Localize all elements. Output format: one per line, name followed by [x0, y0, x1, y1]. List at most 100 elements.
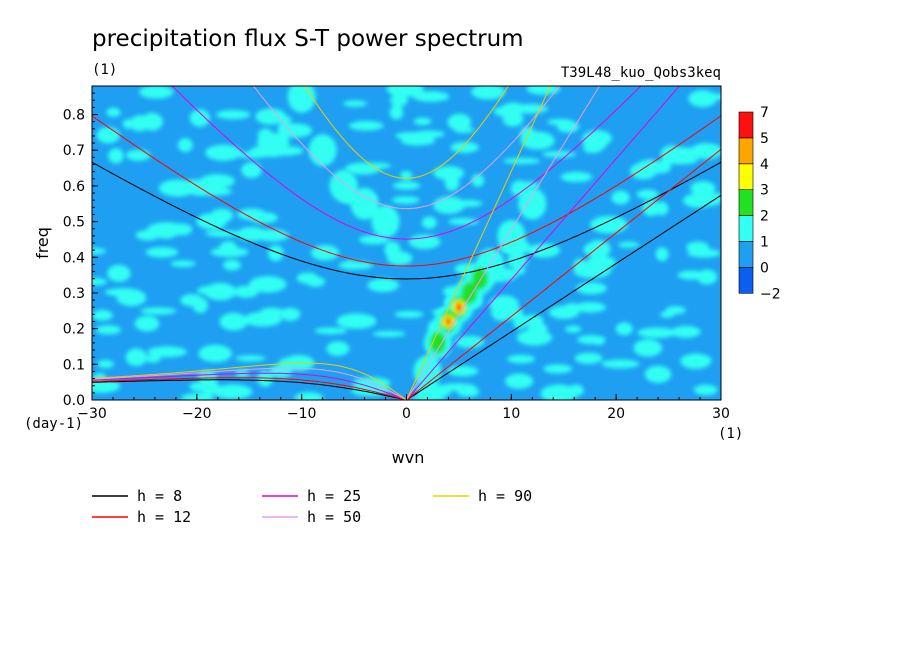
level-1-patch: [513, 314, 528, 330]
x-axis-ticks: −30 −20 −10 0 10 20 30: [77, 394, 730, 422]
level-1-patch: [471, 174, 485, 187]
colorbar-swatch: [738, 137, 754, 165]
level-1-patch: [243, 311, 282, 327]
level-1-patch: [181, 392, 215, 400]
colorbar-label: −2: [760, 286, 781, 302]
level-1-patch: [670, 325, 701, 338]
colorbar-swatch: [738, 267, 754, 294]
level-1-patch: [108, 148, 124, 164]
level-1-patch: [266, 114, 292, 124]
level-1-patch: [96, 126, 121, 144]
level-1-patch: [400, 170, 413, 181]
level-1-patch: [219, 241, 238, 257]
level-1-patch: [688, 90, 717, 108]
y-tick-label: 0.5: [63, 215, 85, 231]
x-tick-label: 0: [402, 406, 411, 422]
level-7-patch: [445, 317, 452, 326]
x-tick-label: 10: [502, 406, 520, 422]
level-1-patch: [629, 162, 657, 180]
level-1-patch: [560, 171, 593, 183]
level-1-patch: [412, 91, 450, 102]
level-1-patch: [189, 109, 211, 127]
y-axis-units: (day-1): [24, 416, 83, 432]
level-1-patch: [387, 251, 413, 266]
rossby-curve: [92, 377, 407, 400]
y-tick-label: 0.2: [63, 322, 85, 338]
inertia-gravity-curve: [304, 86, 509, 179]
level-1-patch: [454, 335, 485, 348]
level-1-patch: [527, 243, 561, 258]
level-1-patch: [189, 381, 215, 392]
level-1-patch: [590, 215, 628, 234]
level-1-patch: [367, 278, 400, 293]
level-1-patch: [216, 110, 251, 120]
level-1-patch: [447, 113, 472, 131]
y-tick-label: 0.3: [63, 286, 85, 302]
level-1-patch: [237, 208, 266, 221]
plot-area: [91, 85, 722, 401]
level-1-patch: [205, 144, 242, 161]
x-tick-label: −20: [182, 406, 212, 422]
level-1-patch: [655, 247, 669, 262]
level-1-patch: [421, 216, 437, 229]
level-1-patch: [696, 194, 721, 207]
level-1-patch: [664, 154, 699, 165]
level-1-patch: [170, 260, 196, 267]
kelvin-ridge: [413, 187, 547, 388]
level-1-patch: [576, 282, 607, 295]
kelvin-curve: [406, 86, 601, 400]
level-1-patch: [665, 306, 686, 315]
level-1-patch: [395, 131, 428, 140]
level-1-patch: [314, 327, 348, 335]
colorbar-label: 3: [760, 183, 769, 199]
kelvin-curve: [406, 86, 551, 400]
level-1-patch: [192, 297, 208, 314]
level-7-patch: [455, 302, 462, 313]
level-1-patch: [358, 234, 390, 245]
level-1-patch: [336, 313, 377, 329]
level-1-patch: [233, 285, 259, 298]
level-2-patch: [429, 331, 446, 354]
feature-patch: [518, 187, 547, 220]
level-1-patch: [92, 310, 113, 321]
feature-patch: [350, 187, 379, 220]
legend-label: h = 12: [137, 508, 191, 526]
level-1-patch: [450, 141, 479, 153]
level-1-patch: [690, 181, 716, 196]
level-1-patch: [393, 181, 421, 190]
colorbar-label: 4: [760, 157, 769, 173]
x-tick-label: 30: [712, 406, 730, 422]
rossby-curve: [92, 372, 407, 400]
level-1-patch: [267, 245, 284, 262]
experiment-label: T39L48_kuo_Qobs3keq: [561, 65, 721, 81]
level-1-patch: [296, 272, 319, 284]
x-axis-units: (1): [718, 426, 743, 442]
x-tick-label: −30: [77, 406, 107, 422]
level-1-patch: [196, 187, 233, 196]
level-1-patch: [104, 288, 141, 297]
inertia-gravity-curve: [92, 161, 721, 280]
y-tick-label: 0.8: [63, 108, 85, 124]
level-1-patch: [92, 278, 108, 286]
level-1-patch: [348, 120, 384, 131]
feature-patch: [371, 205, 400, 238]
level-1-patch: [547, 118, 574, 126]
level-1-patch: [235, 355, 266, 362]
level-1-patch: [429, 386, 451, 397]
chart-units: (1): [92, 62, 117, 78]
x-tick-label: −10: [287, 406, 317, 422]
inertia-gravity-curve: [92, 115, 721, 267]
level-1-patch: [92, 247, 107, 255]
legend-label: h = 25: [307, 487, 361, 505]
feature-patch: [497, 219, 526, 252]
level-1-patch: [256, 229, 289, 242]
level-1-patch: [433, 166, 465, 180]
level-1-patch: [697, 269, 718, 285]
chart-title: precipitation flux S-T power spectrum: [92, 26, 524, 52]
level-1-patch: [126, 149, 151, 161]
colorbar-label: 1: [760, 235, 769, 251]
level-1-patch: [343, 100, 368, 107]
level-1-patch: [134, 315, 160, 332]
level-1-patch: [644, 365, 672, 383]
level-1-patch: [386, 86, 424, 97]
